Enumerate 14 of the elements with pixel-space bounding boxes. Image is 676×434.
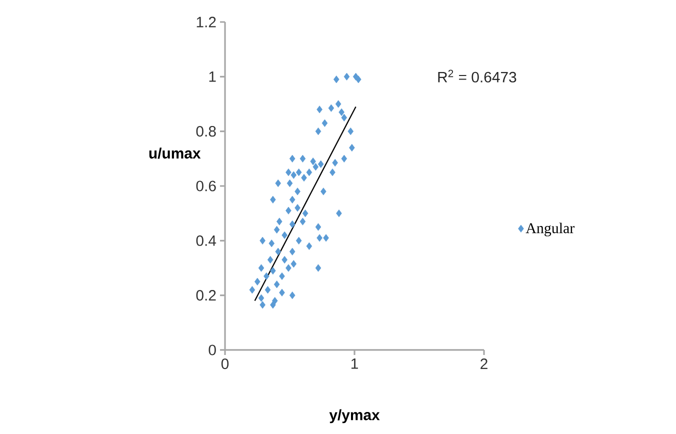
x-axis-title: y/ymax <box>329 409 380 424</box>
y-tick-label: 1.2 <box>196 16 216 28</box>
x-tick-label: 1 <box>351 358 358 369</box>
x-tick-label: 0 <box>221 358 229 370</box>
y-tick-label: 1 <box>209 72 216 82</box>
y-tick-label: 0.4 <box>196 235 216 246</box>
y-tick-label: 0.6 <box>196 180 216 192</box>
x-tick-label: 2 <box>480 358 488 369</box>
annotation: R$^{2}$ = 0.6473 <box>438 70 516 82</box>
y-tick-label: 0.2 <box>196 290 216 301</box>
y-axis-title: u/umax <box>149 148 201 159</box>
y-tick-label: 0.8 <box>196 126 216 137</box>
y-tick-label: 0 <box>208 344 216 356</box>
legend-label: Angular <box>526 222 575 236</box>
